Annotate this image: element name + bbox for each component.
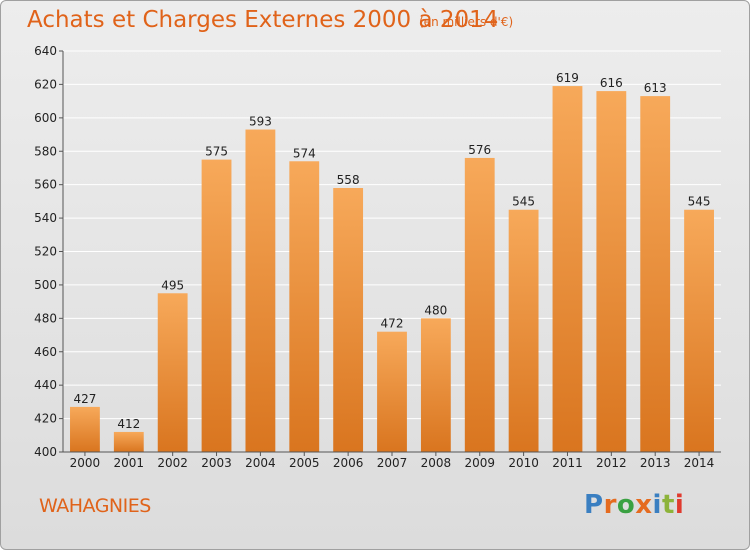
logo-letter: i <box>652 490 662 520</box>
bar <box>201 159 232 452</box>
bar <box>157 293 188 452</box>
bar-value-label: 558 <box>337 173 360 187</box>
bar-value-label: 545 <box>688 195 711 209</box>
bar-value-label: 574 <box>293 146 316 160</box>
bar-value-label: 616 <box>600 76 623 90</box>
x-tick-label: 2009 <box>464 456 495 470</box>
y-tick-label: 580 <box>34 144 57 158</box>
x-tick-label: 2005 <box>289 456 320 470</box>
bar <box>464 157 495 452</box>
bar-value-label: 480 <box>424 303 447 317</box>
logo-letter: i <box>674 490 685 520</box>
logo-letter: o <box>616 490 636 520</box>
x-tick-label: 2007 <box>377 456 408 470</box>
y-tick-label: 400 <box>34 445 57 459</box>
bars <box>70 86 714 453</box>
axes: 400 420 440 460 480 500 520 540 560 580 600 620 640 2… <box>34 44 721 470</box>
y-tick-label: 480 <box>34 311 57 325</box>
y-tick-label: 600 <box>34 111 57 125</box>
x-tick-label: 2003 <box>201 456 232 470</box>
x-tick-label: 2004 <box>245 456 276 470</box>
bar-value-label: 412 <box>117 417 140 431</box>
x-tick-label: 2011 <box>552 456 583 470</box>
y-tick-label: 640 <box>34 44 57 58</box>
bar-value-label: 495 <box>161 278 184 292</box>
chart-title: Achats et Charges Externes 2000 à 2014 <box>27 7 499 33</box>
bar <box>245 129 276 452</box>
bar-value-label: 575 <box>205 145 228 159</box>
x-tick-label: 2006 <box>333 456 364 470</box>
bar <box>684 209 714 452</box>
bar-value-label: 619 <box>556 71 579 85</box>
bar <box>596 91 627 452</box>
bar <box>333 188 364 452</box>
bar <box>640 96 671 453</box>
x-tick-label: 2012 <box>596 456 627 470</box>
x-tick-label: 2002 <box>157 456 188 470</box>
proxiti-logo[interactable]: Proxiti <box>584 490 684 520</box>
bar <box>420 318 451 452</box>
bar-value-label: 613 <box>644 81 667 95</box>
x-tick-label: 2000 <box>70 456 101 470</box>
bar <box>508 209 539 452</box>
logo-letter: r <box>603 490 617 520</box>
bar <box>113 431 144 452</box>
bar <box>70 406 100 452</box>
y-tick-label: 520 <box>34 245 57 259</box>
commune-name: WAHAGNIES <box>39 495 151 517</box>
y-tick-label: 620 <box>34 77 57 91</box>
bar <box>377 331 407 452</box>
logo-letter: t <box>661 490 675 520</box>
y-tick-label: 440 <box>34 378 57 392</box>
y-tick-label: 460 <box>34 345 57 359</box>
bar-value-label: 472 <box>381 317 404 331</box>
bar-value-label: 427 <box>73 392 96 406</box>
bar-value-label: 576 <box>468 143 491 157</box>
y-tick-label: 500 <box>34 278 57 292</box>
bar <box>552 86 583 453</box>
y-tick-label: 560 <box>34 178 57 192</box>
bar-value-label: 593 <box>249 115 272 129</box>
x-tick-label: 2001 <box>114 456 145 470</box>
x-tick-label: 2013 <box>640 456 671 470</box>
x-tick-label: 2008 <box>421 456 452 470</box>
bar-value-label: 545 <box>512 195 535 209</box>
unit-label: (en milliers d'€) <box>419 15 514 29</box>
bar <box>289 161 320 452</box>
x-tick-label: 2010 <box>508 456 539 470</box>
logo-letter: x <box>635 490 653 520</box>
y-tick-label: 540 <box>34 211 57 225</box>
logo-letter: P <box>584 490 604 520</box>
x-tick-label: 2014 <box>684 456 715 470</box>
value-labels: 427 412 495 575 593 574 558 472 480 576 545 619 616 6… <box>73 71 710 431</box>
y-tick-label: 420 <box>34 412 57 426</box>
